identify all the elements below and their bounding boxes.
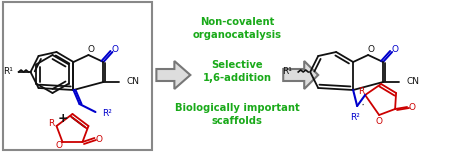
Text: R: R [48, 119, 55, 128]
Polygon shape [156, 61, 191, 89]
Text: Non-covalent: Non-covalent [200, 17, 274, 27]
Text: organocatalysis: organocatalysis [193, 30, 282, 40]
Text: scaffolds: scaffolds [212, 116, 263, 126]
Text: R: R [358, 88, 364, 97]
Text: O: O [375, 116, 383, 126]
Text: O: O [392, 45, 399, 54]
Text: Biologically important: Biologically important [175, 103, 300, 113]
Polygon shape [283, 61, 318, 89]
Text: Selective: Selective [211, 60, 263, 70]
Text: O: O [112, 45, 119, 54]
Text: O: O [409, 104, 416, 112]
Text: R¹: R¹ [283, 67, 292, 76]
Text: R¹: R¹ [3, 67, 12, 76]
Text: O: O [55, 140, 62, 150]
Text: R²: R² [350, 114, 360, 123]
Text: ,,: ,, [361, 100, 365, 105]
Text: +: + [57, 112, 68, 124]
Text: 1,6-addition: 1,6-addition [203, 73, 272, 83]
Text: O: O [88, 45, 95, 55]
Text: O: O [96, 135, 103, 143]
Text: CN: CN [406, 78, 419, 86]
FancyBboxPatch shape [2, 2, 152, 150]
Text: R²: R² [102, 109, 112, 117]
Text: O: O [368, 45, 374, 55]
Text: CN: CN [127, 78, 139, 86]
